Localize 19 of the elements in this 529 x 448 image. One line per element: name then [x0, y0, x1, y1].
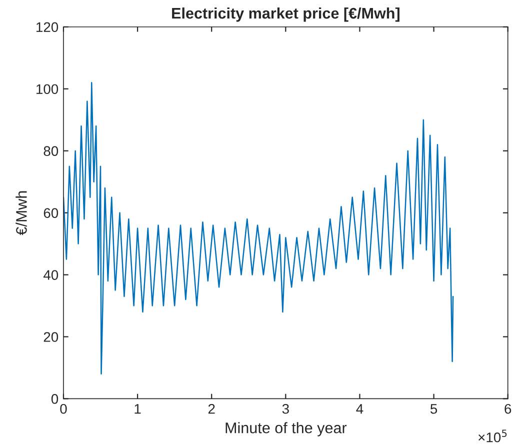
x-axis-title: Minute of the year: [226, 422, 347, 436]
y-tick-label: 20: [44, 332, 58, 342]
text: ×10$^{5}$: [478, 430, 507, 442]
x-tick-label: 0: [60, 404, 67, 414]
y-tick-label: 40: [43, 270, 58, 280]
x-tick-label: 6: [504, 404, 512, 414]
x-tick-label: 1: [134, 404, 141, 414]
x-tick-label: 5: [430, 404, 438, 414]
chart-title: Electricity market price [€/Mwh]: [172, 7, 400, 22]
x-tick-label: 4: [356, 404, 364, 414]
y-tick-label: 60: [44, 208, 58, 218]
y-axis-title: €/Mwh: [16, 191, 27, 236]
y-tick-label: 80: [44, 146, 58, 156]
y-tick-label: 100: [36, 84, 58, 94]
y-tick-label: 0: [51, 394, 58, 404]
x-tick-label: 3: [282, 404, 289, 414]
x-tick-label: 2: [208, 404, 215, 414]
y-tick-label: 120: [36, 22, 58, 32]
line-series: [63, 82, 454, 375]
